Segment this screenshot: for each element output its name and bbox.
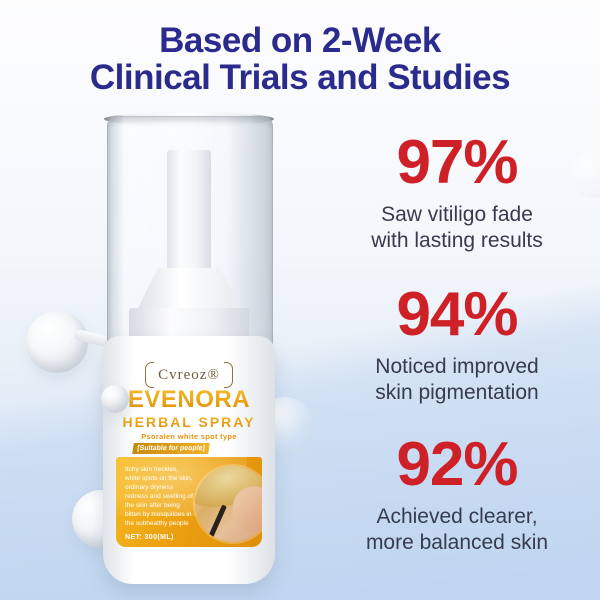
- product-subtitle: Psoralen white spot type: [141, 432, 237, 441]
- stat-label-line: skin pigmentation: [375, 381, 539, 404]
- stat-label: Saw vitiligo fade with lasting results: [332, 202, 582, 254]
- stat-label-line: Noticed improved: [375, 355, 539, 378]
- strap-icon: [207, 504, 227, 539]
- stat-value: 97%: [396, 128, 518, 197]
- stat-label-line: with lasting results: [371, 229, 543, 252]
- logo-bracket-left-icon: [145, 362, 155, 388]
- stat-block-3: 92% Achieved clearer, more balanced skin: [332, 434, 582, 556]
- label-photo: [195, 466, 262, 542]
- bottle-body: Cvreoz® EVENORA HERBAL SPRAY Psoralen wh…: [103, 336, 275, 584]
- stat-label-line: more balanced skin: [365, 531, 549, 554]
- stat-label: Achieved clearer, more balanced skin: [332, 504, 582, 556]
- headline-line-2: Clinical Trials and Studies: [89, 58, 511, 97]
- label-description: Itchy skin freckles, white spots on the …: [125, 466, 193, 527]
- molecule-sphere-icon: [26, 311, 88, 373]
- stat-block-2: 94% Noticed improved skin pigmentation: [332, 284, 582, 406]
- stat-label-line: Saw vitiligo fade: [381, 203, 533, 226]
- stat-value: 94%: [396, 280, 518, 349]
- headline-line-1: Based on 2-Week: [159, 21, 441, 60]
- stat-label-line: Achieved clearer,: [376, 505, 538, 528]
- product-name: EVENORA: [103, 386, 275, 414]
- molecule-small-sphere-icon: [101, 385, 129, 413]
- brand-name: Cvreoz®: [158, 366, 220, 383]
- spray-pump-nozzle: [167, 150, 211, 270]
- stat-block-1: 97% Saw vitiligo fade with lasting resul…: [332, 132, 582, 254]
- suitable-band: [Suitable for people]: [132, 443, 210, 454]
- stat-value: 92%: [396, 430, 518, 499]
- stat-label: Noticed improved skin pigmentation: [332, 354, 582, 406]
- net-content: NET: 300(ML): [125, 534, 174, 541]
- brand-logo: Cvreoz®: [103, 362, 275, 388]
- label-gold-panel: Itchy skin freckles, white spots on the …: [116, 457, 262, 547]
- product-type: HERBAL SPRAY: [103, 414, 275, 430]
- headline: Based on 2-Week Clinical Trials and Stud…: [0, 22, 600, 96]
- logo-bracket-right-icon: [223, 362, 233, 388]
